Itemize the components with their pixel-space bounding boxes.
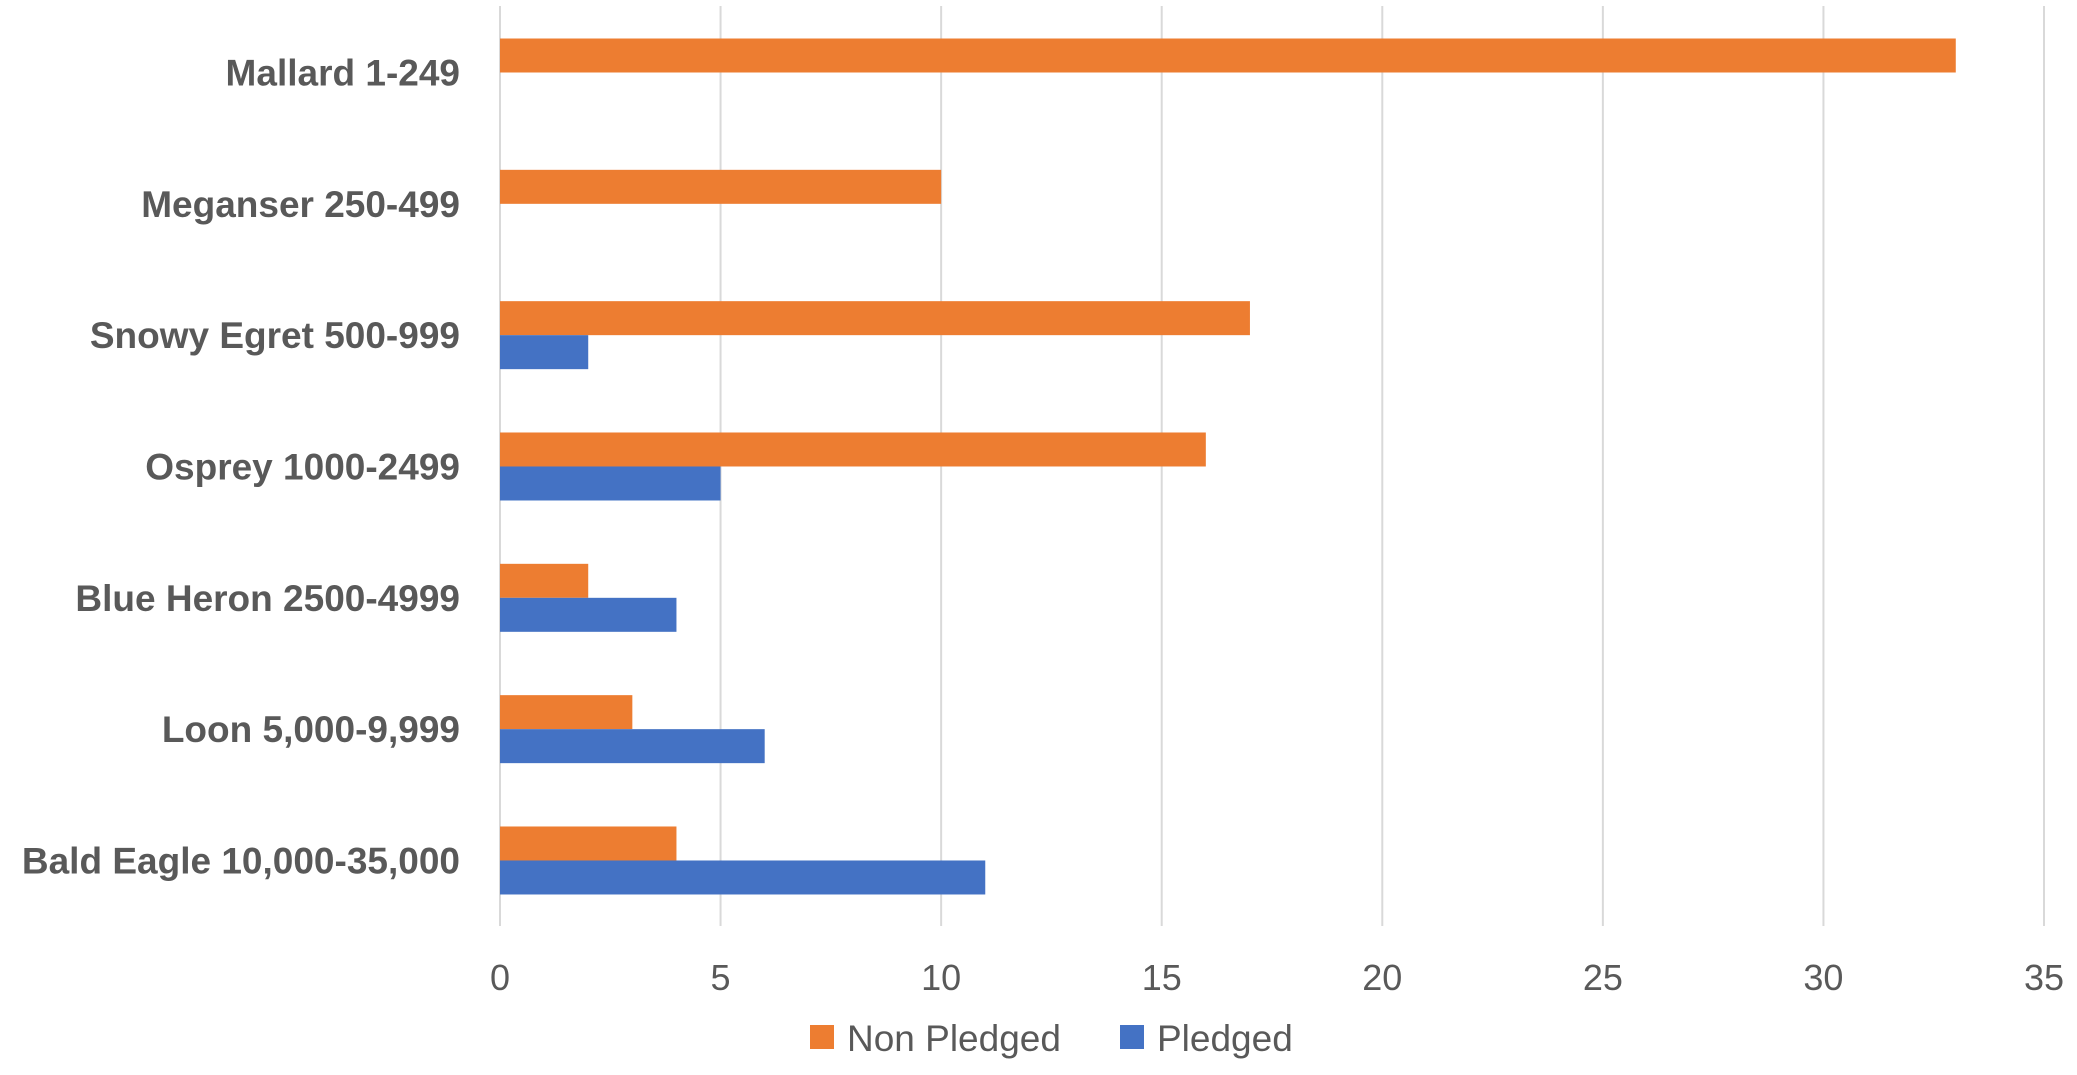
category-label: Loon 5,000-9,999 bbox=[162, 709, 460, 750]
bar-pledged bbox=[500, 335, 589, 370]
category-label: Bald Eagle 10,000-35,000 bbox=[22, 840, 460, 881]
legend: Non Pledged Pledged bbox=[810, 1018, 1293, 1059]
bar-non-pledged bbox=[500, 38, 1956, 73]
x-tick-label: 10 bbox=[921, 957, 961, 998]
x-tick-label: 25 bbox=[1583, 957, 1623, 998]
bar-non-pledged bbox=[500, 301, 1250, 336]
category-label: Meganser 250-499 bbox=[141, 184, 460, 225]
legend-label: Non Pledged bbox=[847, 1018, 1061, 1059]
bar-non-pledged bbox=[500, 563, 589, 598]
category-label: Osprey 1000-2499 bbox=[145, 446, 460, 487]
bar-non-pledged bbox=[500, 432, 1206, 467]
x-tick-label: 35 bbox=[2024, 957, 2064, 998]
x-tick-label: 5 bbox=[711, 957, 731, 998]
category-label: Snowy Egret 500-999 bbox=[90, 315, 460, 356]
x-axis-tick-labels: 0 5 10 15 20 25 30 35 bbox=[490, 957, 2064, 998]
bar-pledged bbox=[500, 729, 765, 764]
x-tick-label: 20 bbox=[1362, 957, 1402, 998]
x-tick-label: 30 bbox=[1803, 957, 1843, 998]
legend-swatch-pledged bbox=[1120, 1025, 1144, 1049]
bars bbox=[500, 38, 1956, 895]
bar-pledged bbox=[500, 597, 677, 632]
category-label: Blue Heron 2500-4999 bbox=[75, 578, 460, 619]
legend-label: Pledged bbox=[1157, 1018, 1293, 1059]
bar-non-pledged bbox=[500, 169, 942, 204]
bar-non-pledged bbox=[500, 695, 633, 730]
x-tick-label: 0 bbox=[490, 957, 510, 998]
bar-pledged bbox=[500, 466, 721, 501]
bar-pledged bbox=[500, 860, 986, 895]
category-labels: Mallard 1-249 Meganser 250-499 Snowy Egret… bbox=[22, 53, 460, 882]
bar-non-pledged bbox=[500, 826, 677, 861]
x-tick-label: 15 bbox=[1142, 957, 1182, 998]
category-label: Mallard 1-249 bbox=[226, 53, 460, 94]
legend-swatch-non-pledged bbox=[810, 1025, 834, 1049]
